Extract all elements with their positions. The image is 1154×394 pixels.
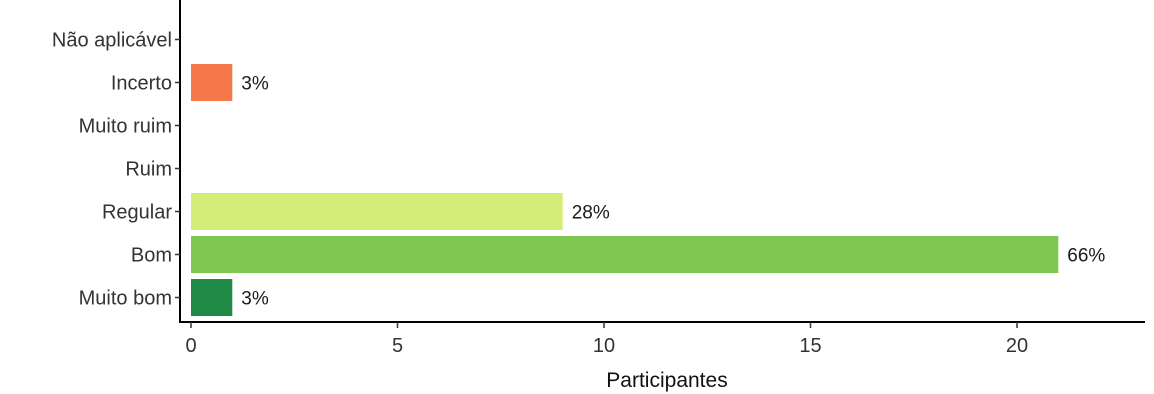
y-tick-label-muito-ruim: Muito ruim [79,116,172,138]
data-label-regular: 28% [572,203,610,224]
bar-bom [191,236,1059,273]
x-tick-label-20: 20 [1006,335,1028,357]
x-tick-label-15: 15 [799,335,821,357]
data-label-incerto: 3% [241,74,269,95]
bars-group [191,64,1059,316]
x-axis-ticks: 0 5 10 15 20 [185,322,1028,357]
bar-incerto [191,64,233,101]
y-tick-label-regular: Regular [102,202,172,224]
bar-muito-bom [191,279,233,316]
x-axis-title: Participantes [606,369,727,392]
y-tick-label-bom: Bom [131,245,172,267]
y-tick-label-muito-bom: Muito bom [79,288,172,310]
y-tick-label-incerto: Incerto [111,73,172,95]
data-label-bom: 66% [1067,246,1105,267]
y-tick-label-ruim: Ruim [125,159,172,181]
x-tick-label-5: 5 [392,335,403,357]
data-labels-group: 3% 28% 66% 3% [241,74,1105,310]
y-axis-ticks: Não aplicável Incerto Muito ruim Ruim Regula… [52,30,180,310]
data-label-muito-bom: 3% [241,289,269,310]
bar-regular [191,193,563,230]
x-tick-label-0: 0 [185,335,196,357]
x-tick-label-10: 10 [593,335,615,357]
y-tick-label-nao-aplicavel: Não aplicável [52,30,172,52]
